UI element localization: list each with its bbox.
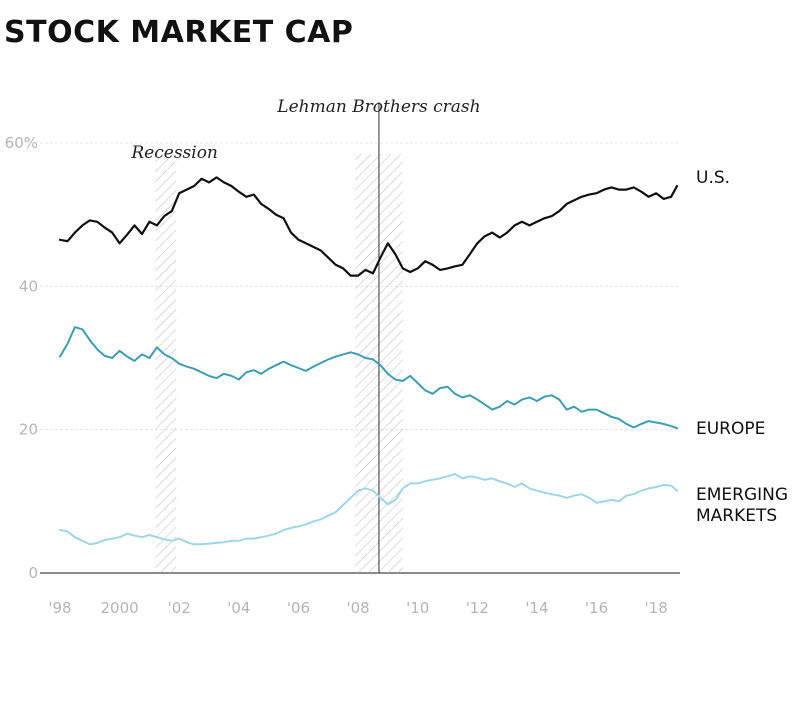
x-tick-label: 2000 — [101, 599, 139, 617]
series-line-1 — [59, 326, 678, 430]
x-tick-label: '10 — [406, 599, 429, 617]
shaded-period-label: Recession — [130, 143, 218, 163]
series-line-0 — [58, 176, 679, 277]
event-markers: Lehman Brothers crash — [276, 97, 481, 573]
x-tick-label: '12 — [466, 599, 489, 617]
x-tick-label: '18 — [645, 599, 668, 617]
series-labels: U.S. EUROPE EMERGING MARKETS — [696, 168, 788, 526]
x-tick-label: '14 — [525, 599, 548, 617]
x-tick-label: '02 — [168, 599, 191, 617]
x-tick-label: '06 — [287, 599, 310, 617]
y-tick-label: 20 — [19, 421, 38, 439]
series-label-0: U.S. — [696, 168, 730, 188]
series-label-2: EMERGING MARKETS — [696, 485, 788, 526]
series-line-2 — [59, 473, 678, 546]
y-tick-label: 0 — [28, 564, 38, 582]
shaded-periods: Recession — [130, 143, 403, 573]
x-tick-label: '08 — [346, 599, 369, 617]
x-tick-label: '98 — [48, 599, 71, 617]
event-label: Lehman Brothers crash — [276, 97, 480, 117]
x-tick-label: '16 — [585, 599, 608, 617]
x-tick-label: '04 — [227, 599, 250, 617]
series-label-1: EUROPE — [696, 419, 765, 439]
shaded-period — [155, 154, 177, 573]
y-tick-label: 40 — [19, 277, 38, 295]
y-axis-ticks: 60% 40 20 0 — [5, 134, 38, 582]
chart-title: STOCK MARKET CAP — [4, 15, 353, 50]
series-lines — [58, 176, 679, 546]
y-tick-label: 60% — [5, 134, 38, 152]
x-axis-ticks: '98 2000 '02 '04 '06 '08 '10 '12 '14 '16 '18 — [48, 599, 667, 617]
